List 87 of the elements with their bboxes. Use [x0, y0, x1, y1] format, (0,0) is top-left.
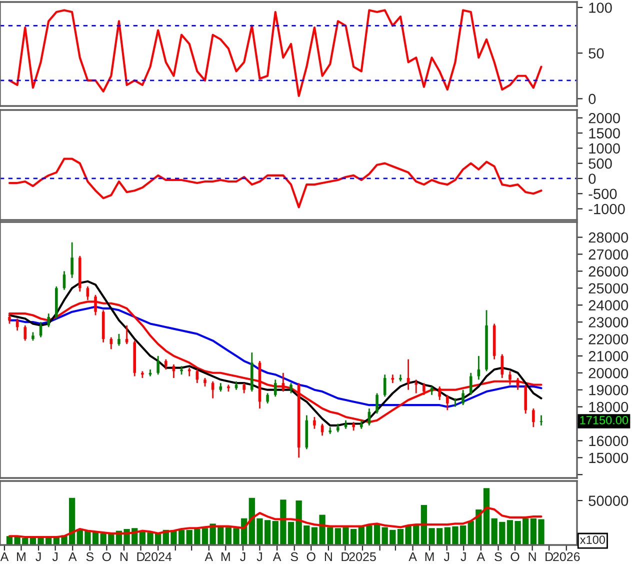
x-tick-label: S	[86, 552, 94, 562]
candlestick	[524, 384, 528, 414]
candlestick	[313, 416, 316, 430]
y-tick-label: 1500	[589, 128, 620, 138]
y-tick-label: 50000	[588, 496, 628, 506]
x-tick-label: M	[17, 552, 26, 562]
candlestick	[266, 392, 269, 404]
candlestick	[414, 378, 418, 394]
candlestick	[376, 392, 378, 414]
candlestick	[274, 378, 277, 398]
line-series	[8, 158, 542, 208]
candlestick	[477, 355, 480, 380]
y-tick-label: 25000	[588, 283, 628, 294]
y-tick-label: 26000	[588, 266, 628, 277]
x-tick-label: 2026	[553, 552, 580, 562]
candlestick	[462, 389, 464, 406]
candlestick	[438, 386, 441, 401]
candlestick	[422, 382, 426, 396]
x-tick-label: D	[342, 552, 350, 562]
x-tick-label: J	[460, 552, 466, 562]
y-tick-label: 2000	[588, 112, 620, 124]
y-tick-label: 23000	[588, 317, 628, 328]
candlestick	[532, 408, 535, 428]
y-tick-label: 16000	[589, 436, 628, 446]
y-tick-label: 1000	[589, 143, 620, 154]
candlestick	[47, 312, 50, 328]
x-tick-label: A	[0, 552, 9, 562]
candlestick	[282, 372, 285, 392]
x-tick-label: S	[494, 552, 502, 562]
y-tick-label: -500	[588, 188, 617, 200]
x-tick-label: A	[408, 552, 417, 562]
x-tick-label: J	[240, 552, 246, 562]
candlestick	[156, 355, 160, 376]
y-tick-label: 24000	[588, 300, 628, 310]
x-tick-label: M	[425, 552, 434, 562]
x-tick-label: N	[324, 552, 332, 562]
candlestick	[24, 324, 27, 342]
x-tick-label: J	[52, 552, 58, 562]
candlestick	[70, 242, 74, 279]
x-tick-label: A	[68, 552, 77, 562]
x-tick-label: J	[444, 552, 450, 562]
candlestick	[469, 372, 472, 396]
x-tick-label: O	[510, 552, 520, 562]
y-tick-label: 18000	[589, 402, 628, 412]
x-tick-label: O	[306, 552, 316, 562]
candlestick	[446, 394, 449, 411]
y-tick-label: 0	[588, 174, 596, 184]
candlestick	[118, 333, 120, 346]
candlestick	[164, 358, 168, 370]
y-tick-label: 19000	[589, 384, 628, 396]
y-tick-label: 20000	[588, 368, 628, 378]
x-tick-label: A	[476, 552, 486, 562]
y-tick-label: 100	[589, 2, 612, 13]
candlestick	[242, 382, 246, 394]
x-tick-label: O	[102, 552, 111, 562]
y-tick-label: 21000	[588, 351, 628, 362]
x-tick-label: S	[290, 552, 298, 562]
y-tick-label: 0	[588, 94, 596, 104]
candlestick	[516, 377, 520, 391]
candlestick	[290, 382, 292, 394]
y-tick-label: 15000	[589, 452, 628, 464]
line-series	[8, 9, 542, 98]
x-tick-label: J	[256, 552, 262, 562]
x-tick-label: D	[137, 552, 145, 562]
x-tick-label: J	[36, 552, 41, 562]
y-tick-label: -1000	[588, 204, 625, 214]
candlestick	[211, 380, 214, 400]
x-tick-label: N	[528, 552, 536, 562]
candlestick	[383, 374, 386, 398]
x-tick-label: M	[221, 552, 230, 562]
x-tick-label: A	[272, 552, 282, 562]
x-tick-label: 2025	[349, 552, 376, 562]
candlestick	[540, 414, 543, 426]
y-tick-label: 500	[588, 158, 612, 169]
candlestick	[125, 324, 128, 345]
y-tick-label: 28000	[588, 232, 628, 243]
candlestick	[508, 370, 512, 386]
x-tick-label: N	[120, 552, 128, 562]
y-tick-label: 22000	[588, 334, 628, 344]
x-tick-label: 2024	[144, 552, 172, 562]
text: x100	[580, 536, 606, 544]
line-series	[8, 280, 542, 426]
text: 17150.00	[580, 416, 628, 424]
y-tick-label: 50	[588, 48, 604, 59]
x-tick-label: A	[204, 552, 214, 562]
x-tick-label: D	[546, 552, 553, 562]
y-tick-label: 27000	[588, 249, 628, 260]
